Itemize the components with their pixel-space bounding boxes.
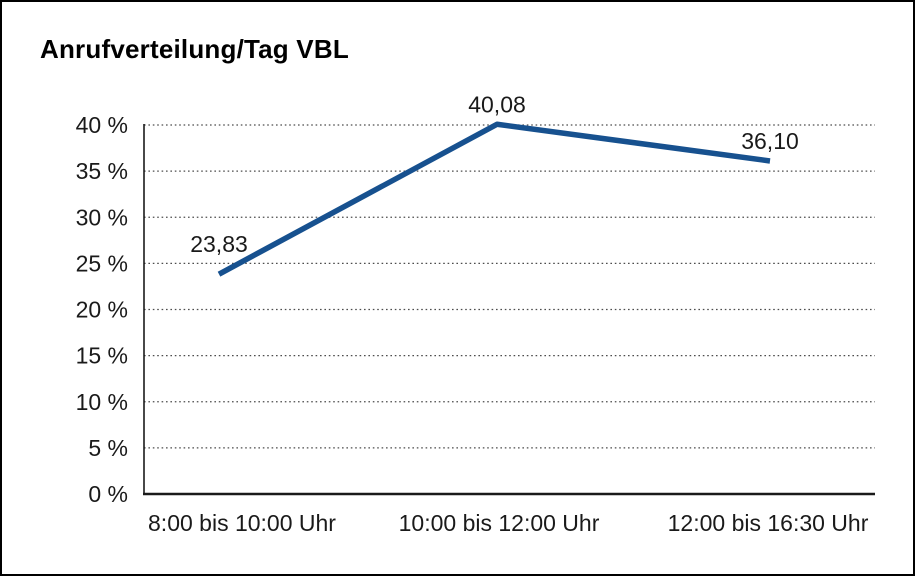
y-axis-tick-label: 30 % (76, 204, 128, 230)
x-axis-tick-label: 8:00 bis 10:00 Uhr (148, 510, 336, 536)
data-value-label: 36,10 (741, 128, 799, 154)
y-axis-tick-label: 15 % (76, 343, 128, 369)
x-axis-tick-label: 12:00 bis 16:30 Uhr (668, 510, 869, 536)
x-axis-tick-label: 10:00 bis 12:00 Uhr (399, 510, 600, 536)
data-value-label: 23,83 (190, 231, 248, 257)
y-axis-tick-label: 0 % (88, 481, 128, 507)
data-value-label: 40,08 (468, 91, 526, 117)
data-line (217, 121, 771, 277)
chart-title: Anrufverteilung/Tag VBL (40, 34, 349, 64)
y-axis-tick-label: 40 % (76, 112, 128, 138)
y-axis-tick-label: 10 % (76, 389, 128, 415)
y-axis-tick-label: 25 % (76, 250, 128, 276)
y-axis-tick-label: 20 % (76, 297, 128, 323)
y-axis-tick-label: 5 % (88, 435, 128, 461)
y-axis-tick-label: 35 % (76, 158, 128, 184)
